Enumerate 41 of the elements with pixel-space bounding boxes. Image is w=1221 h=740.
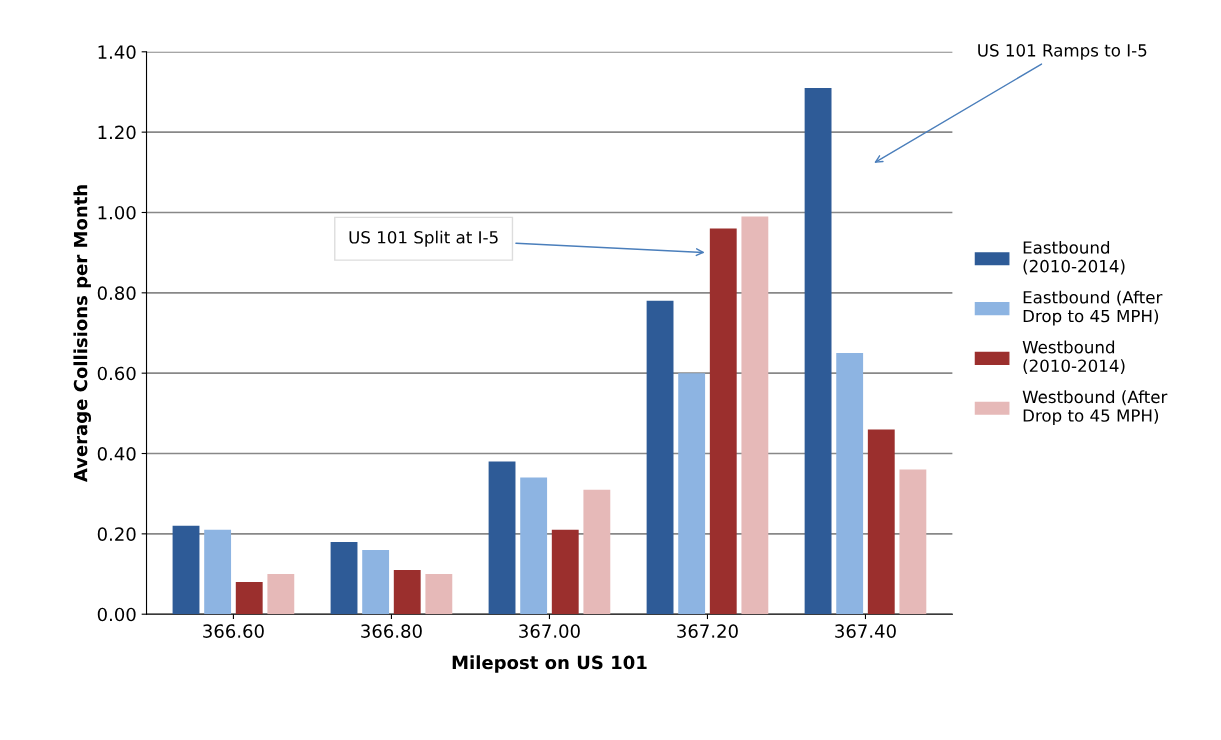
bar: [867, 429, 895, 615]
y-tick-label: 1.20: [98, 125, 136, 140]
x-axis-title: Milepost on US 101: [452, 655, 647, 673]
y-tick-label: 0.60: [97, 366, 136, 381]
y-axis-title: Average Collisions per Month: [73, 185, 92, 483]
x-tick-label: 367.20: [677, 624, 738, 638]
x-tick-label: 367.40: [835, 624, 896, 638]
bar: [899, 469, 927, 615]
legend-label: Eastbound (2010-2014): [1023, 240, 1125, 275]
bar: [709, 228, 737, 615]
bar: [172, 525, 200, 615]
y-tick-label: 0.80: [97, 286, 136, 300]
bar: [488, 461, 516, 615]
y-tick-label: 1.40: [98, 45, 136, 59]
y-tick-label: 1.00: [98, 205, 136, 220]
bar: [583, 489, 611, 615]
y-tick-label: 0.40: [97, 446, 136, 461]
bar: [425, 574, 453, 615]
bar: [362, 549, 390, 615]
x-tick-label: 366.60: [203, 624, 264, 638]
bar: [836, 353, 864, 615]
legend-label: Westbound (After Drop to 45 MPH): [1022, 390, 1168, 426]
bar: [393, 570, 421, 615]
text: US 101 Ramps to I-5: [978, 44, 1147, 60]
annotation: US 101 Split at I-5: [349, 230, 498, 247]
y-tick-label: 0.20: [97, 527, 136, 541]
bar: [646, 300, 674, 615]
bar: [267, 574, 295, 615]
bar: [551, 529, 579, 615]
bar: [204, 529, 232, 615]
bar: [235, 582, 263, 615]
bar: [741, 216, 769, 615]
y-tick-label: 0.00: [97, 607, 136, 622]
bar: [804, 87, 832, 615]
legend-label: Eastbound (After Drop to 45 MPH): [1023, 290, 1163, 326]
bar: [520, 477, 548, 615]
x-tick-label: 367.00: [519, 624, 580, 638]
x-tick-label: 366.80: [361, 624, 422, 638]
bar: [678, 373, 706, 615]
legend-label: Westbound (2010-2014): [1022, 340, 1125, 375]
bar: [330, 541, 358, 615]
